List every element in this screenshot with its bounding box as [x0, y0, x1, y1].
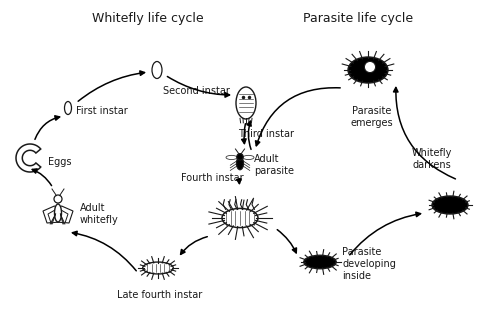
Polygon shape — [58, 206, 73, 223]
Ellipse shape — [304, 255, 336, 269]
Polygon shape — [48, 210, 58, 223]
Ellipse shape — [237, 157, 244, 170]
Ellipse shape — [243, 155, 254, 160]
Polygon shape — [16, 144, 41, 172]
Text: Third instar: Third instar — [238, 129, 294, 139]
Text: Parasite
emerges: Parasite emerges — [351, 106, 393, 128]
Text: Second instar: Second instar — [163, 86, 230, 96]
Ellipse shape — [237, 153, 243, 160]
Text: Fourth instar: Fourth instar — [181, 173, 244, 183]
Text: Whitefly life cycle: Whitefly life cycle — [92, 12, 204, 25]
Text: Whitefly
darkens: Whitefly darkens — [412, 148, 452, 170]
Ellipse shape — [432, 196, 468, 214]
Ellipse shape — [65, 101, 72, 114]
Text: First instar: First instar — [76, 106, 128, 116]
Ellipse shape — [143, 262, 173, 274]
Polygon shape — [58, 210, 68, 223]
Text: Adult
parasite: Adult parasite — [254, 154, 294, 176]
Ellipse shape — [222, 208, 258, 228]
Text: Late fourth instar: Late fourth instar — [118, 290, 203, 300]
Ellipse shape — [348, 57, 388, 83]
Ellipse shape — [54, 204, 62, 222]
Text: Parasite
developing
inside: Parasite developing inside — [342, 247, 396, 281]
Ellipse shape — [226, 155, 237, 160]
Ellipse shape — [236, 87, 256, 119]
Ellipse shape — [152, 61, 162, 78]
Circle shape — [365, 61, 376, 73]
Circle shape — [54, 195, 62, 203]
Text: Adult
whitefly: Adult whitefly — [80, 203, 119, 225]
Text: Parasite life cycle: Parasite life cycle — [303, 12, 413, 25]
Polygon shape — [43, 206, 58, 223]
Text: Eggs: Eggs — [48, 157, 72, 167]
